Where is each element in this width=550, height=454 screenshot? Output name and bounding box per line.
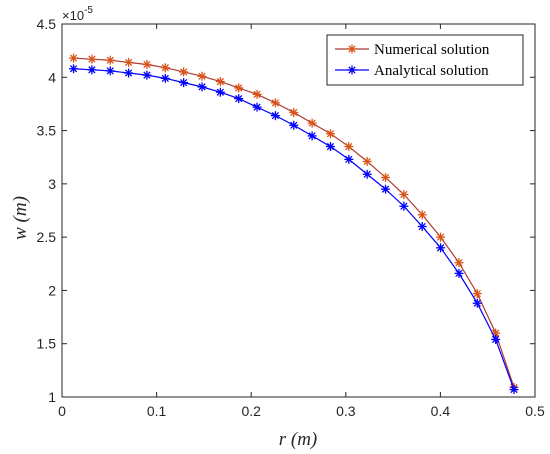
series-2-point bbox=[234, 94, 244, 104]
legend: Numerical solution Analytical solution bbox=[326, 34, 524, 86]
legend-label-2: Analytical solution bbox=[374, 63, 489, 79]
legend-label-1: Numerical solution bbox=[374, 42, 490, 58]
series-1-point bbox=[270, 98, 280, 108]
y-tick-label: 1.5 bbox=[37, 336, 57, 352]
x-tick-label: 0.1 bbox=[147, 403, 167, 419]
series-2-point bbox=[160, 73, 170, 83]
legend-marker-2 bbox=[347, 65, 357, 75]
series-2-point bbox=[454, 268, 464, 278]
series-1-point bbox=[399, 190, 409, 200]
plot-area bbox=[62, 24, 535, 397]
series-2-point bbox=[381, 184, 391, 194]
x-axis-label: r (m) bbox=[279, 429, 318, 450]
series-1-point bbox=[289, 107, 299, 117]
series-2-point bbox=[179, 78, 189, 88]
x-tick-label: 0.2 bbox=[241, 403, 261, 419]
series-2-point bbox=[509, 385, 519, 395]
x-tick-label: 0 bbox=[58, 403, 66, 419]
series-2-point bbox=[472, 298, 482, 308]
series-2-point bbox=[142, 70, 152, 80]
y-tick-label: 3 bbox=[48, 176, 56, 192]
series-2-point bbox=[215, 87, 225, 97]
series-1-point bbox=[124, 57, 134, 67]
y-tick-label: 1 bbox=[48, 389, 56, 405]
series-2-point bbox=[197, 82, 207, 92]
series-2-point bbox=[289, 120, 299, 130]
y-exponent-label: ×10-5 bbox=[62, 5, 93, 23]
y-axis-label: w (m) bbox=[10, 196, 31, 240]
y-tick-label: 4.5 bbox=[37, 16, 57, 32]
axes: 0 0.1 0.2 0.3 0.4 0.5 1 1.5 2 2.5 3 3.5 4 4.5 bbox=[37, 16, 545, 419]
series-1-point bbox=[215, 77, 225, 87]
series-1-point bbox=[87, 54, 97, 64]
y-tick-label: 2 bbox=[48, 282, 56, 298]
y-tick-label: 4 bbox=[48, 69, 56, 85]
series-2-point bbox=[344, 154, 354, 164]
series-1-point bbox=[160, 63, 170, 73]
series-2-point bbox=[362, 169, 372, 179]
series-2-point bbox=[87, 65, 97, 75]
series-1-point bbox=[472, 289, 482, 299]
plot-background bbox=[62, 24, 535, 397]
series-2-point bbox=[124, 68, 134, 78]
series-2-point bbox=[307, 131, 317, 141]
legend-box bbox=[326, 34, 524, 86]
series-1-point bbox=[325, 129, 335, 139]
series-1-point bbox=[307, 118, 317, 128]
series-1-point bbox=[69, 53, 79, 63]
series-1-point bbox=[142, 59, 152, 69]
series-2-point bbox=[252, 102, 262, 112]
x-tick-label: 0.3 bbox=[336, 403, 356, 419]
series-2-point bbox=[417, 221, 427, 231]
axes-frame bbox=[61, 23, 536, 398]
series-2-point bbox=[325, 142, 335, 152]
series-1-point bbox=[105, 55, 115, 65]
series-2-point bbox=[69, 64, 79, 74]
series-2-point bbox=[436, 243, 446, 253]
series-2-point bbox=[105, 66, 115, 76]
series-1-point bbox=[344, 142, 354, 152]
series-1-point bbox=[197, 71, 207, 81]
series-1-point bbox=[252, 89, 262, 99]
series-1-point bbox=[179, 67, 189, 77]
series-2-point bbox=[270, 111, 280, 121]
series-1-point bbox=[234, 83, 244, 93]
y-tick-label: 3.5 bbox=[37, 123, 57, 139]
series-1-point bbox=[417, 210, 427, 220]
legend-marker-1 bbox=[347, 44, 357, 54]
y-tick-label: 2.5 bbox=[37, 229, 57, 245]
series-layer bbox=[69, 53, 519, 395]
x-tick-label: 0.4 bbox=[431, 403, 451, 419]
series-2-point bbox=[491, 334, 501, 344]
series-1-point bbox=[454, 258, 464, 268]
series-1-point bbox=[362, 156, 372, 166]
series-2-point bbox=[399, 201, 409, 211]
series-1-point bbox=[436, 232, 446, 242]
series-1-point bbox=[381, 172, 391, 182]
x-tick-label: 0.5 bbox=[525, 403, 545, 419]
